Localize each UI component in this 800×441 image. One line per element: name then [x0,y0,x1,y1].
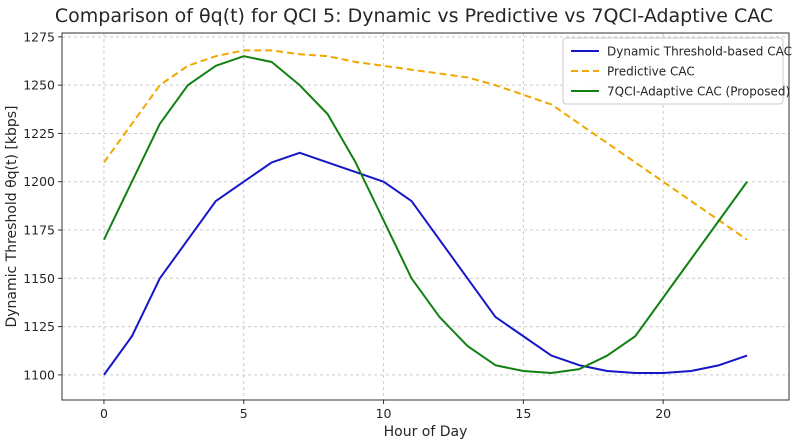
x-tick-label: 10 [376,406,392,421]
grid [62,33,789,400]
series-lines [103,49,748,376]
x-axis-label: Hour of Day [384,424,468,440]
y-axis-label: Dynamic Threshold θq(t) [kbps] [4,105,20,327]
x-tick-label: 5 [240,406,248,421]
series-line-3 [103,55,748,374]
legend-label-1: Dynamic Threshold-based CAC [607,45,792,59]
legend-label-2: Predictive CAC [607,65,695,79]
y-tick-label: 1100 [23,367,55,382]
chart-title: Comparison of θq(t) for QCI 5: Dynamic v… [55,5,773,27]
y-tick-label: 1150 [23,271,55,286]
y-tick-label: 1200 [23,174,55,189]
legend: Dynamic Threshold-based CAC Predictive CA… [562,37,792,105]
legend-box [562,37,784,105]
y-axis-ticks: 1100 1125 1150 1175 1200 1225 1250 1275 [23,29,62,382]
series-line-2 [103,49,748,241]
x-tick-label: 0 [100,406,108,421]
x-axis-ticks: 0 5 10 15 20 [100,400,671,421]
x-tick-label: 20 [655,406,671,421]
y-tick-label: 1250 [23,78,55,93]
plot-frame [61,32,790,401]
legend-label-3: 7QCI-Adaptive CAC (Proposed) [607,85,790,99]
series-line-1 [103,151,748,376]
y-tick-label: 1225 [23,126,55,141]
y-tick-label: 1275 [23,29,55,44]
x-tick-label: 15 [515,406,531,421]
y-tick-label: 1125 [23,319,55,334]
y-tick-label: 1175 [23,223,55,238]
